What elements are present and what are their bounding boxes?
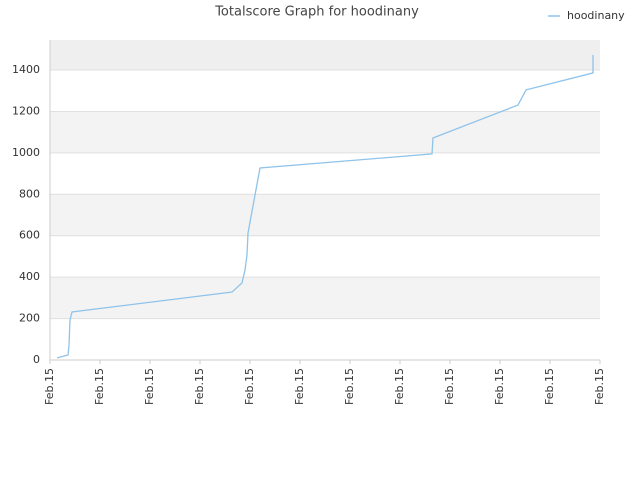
grid-band <box>50 194 600 236</box>
y-tick-label: 400 <box>19 270 40 283</box>
grid-band <box>50 40 600 71</box>
grid-band <box>50 111 600 153</box>
x-tick-label: Feb.15 <box>43 368 56 405</box>
series-line <box>56 54 594 359</box>
x-tick-label: Feb.15 <box>393 368 406 405</box>
x-tick-label: Feb.15 <box>593 368 606 405</box>
x-tick-label: Feb.15 <box>143 368 156 405</box>
y-tick-label: 1200 <box>12 104 40 117</box>
y-tick-label: 600 <box>19 229 40 242</box>
x-tick-label: Feb.15 <box>343 368 356 405</box>
x-tick-label: Feb.15 <box>293 368 306 405</box>
grid-band <box>50 277 600 319</box>
x-tick-label: Feb.15 <box>493 368 506 405</box>
x-tick-label: Feb.15 <box>243 368 256 405</box>
chart-title: Totalscore Graph for hoodinany <box>214 5 419 20</box>
x-tick-label: Feb.15 <box>93 368 106 405</box>
x-tick-label: Feb.15 <box>193 368 206 405</box>
x-tick-label: Feb.15 <box>543 368 556 405</box>
y-tick-label: 1000 <box>12 146 40 159</box>
y-tick-label: 1400 <box>12 63 40 76</box>
y-tick-label: 0 <box>33 353 40 366</box>
y-tick-label: 800 <box>19 187 40 200</box>
x-tick-label: Feb.15 <box>443 368 456 405</box>
legend-label: hoodinany <box>567 9 625 22</box>
y-tick-label: 200 <box>19 312 40 325</box>
